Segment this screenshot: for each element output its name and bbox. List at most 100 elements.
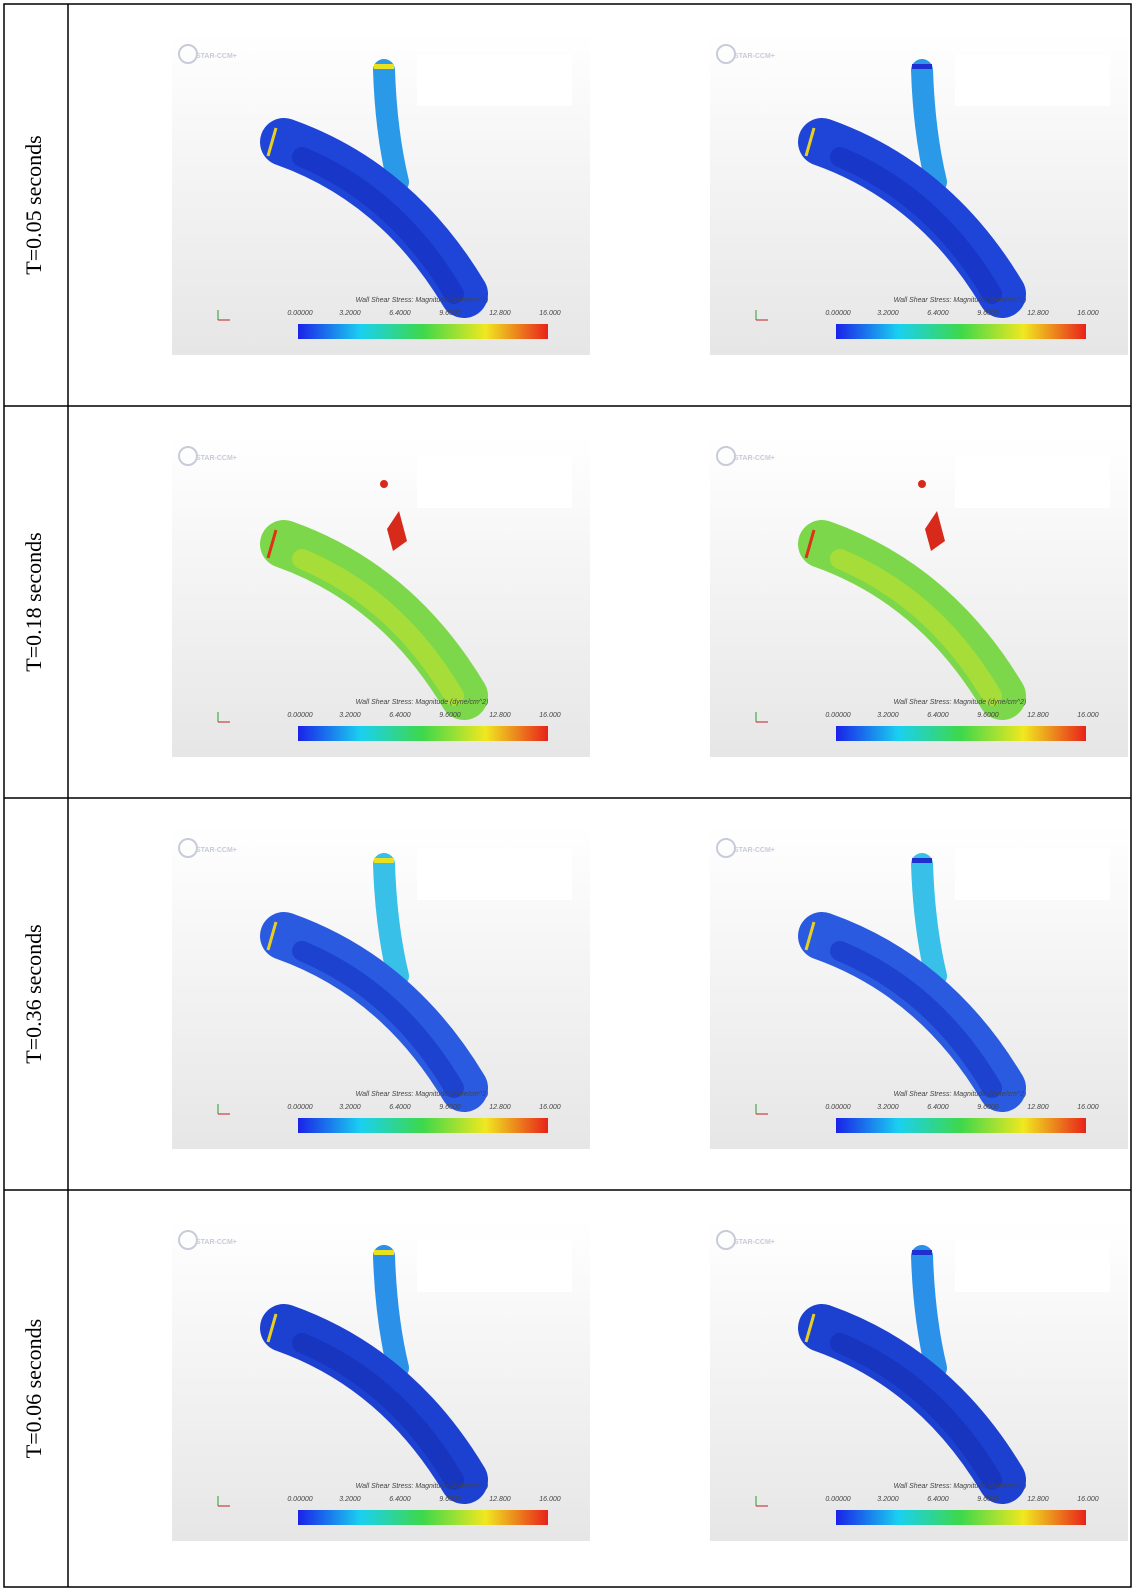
colorbar-title: Wall Shear Stress: Magnitude (dyne/cm^2)	[894, 1483, 1027, 1490]
colorbar-tick: 12.800	[1027, 712, 1049, 719]
simulation-image: STAR-CCM+ Wall Shear Stress: Magnitude (d…	[172, 1218, 590, 1541]
branch-tip	[912, 64, 932, 69]
colorbar-title: Wall Shear Stress: Magnitude (dyne/cm^2)	[894, 699, 1027, 706]
colorbar-tick: 6.4000	[389, 310, 411, 317]
branch-tip	[912, 1250, 932, 1255]
colorbar-tick: 16.000	[1077, 1104, 1099, 1111]
colorbar-tick: 3.2000	[339, 310, 361, 317]
colorbar-tick: 9.6000	[439, 1104, 461, 1111]
colorbar-tick: 12.800	[489, 712, 511, 719]
colorbar	[836, 726, 1086, 741]
blank-box	[955, 456, 1110, 508]
row-label: T=0.18 seconds	[21, 532, 46, 672]
row-label: T=0.05 seconds	[21, 135, 46, 275]
colorbar-tick: 3.2000	[877, 1496, 899, 1503]
logo-text: STAR-CCM+	[196, 847, 237, 854]
colorbar-title: Wall Shear Stress: Magnitude (dyne/cm^2)	[894, 297, 1027, 304]
blank-box	[417, 1240, 572, 1292]
colorbar-tick: 0.00000	[287, 1496, 312, 1503]
colorbar-tick: 12.800	[1027, 1104, 1049, 1111]
colorbar-tick: 0.00000	[825, 1496, 850, 1503]
colorbar-tick: 9.6000	[977, 712, 999, 719]
simulation-image: STAR-CCM+ Wall Shear Stress: Magnitude (d…	[172, 32, 590, 355]
colorbar-tick: 12.800	[489, 310, 511, 317]
colorbar-tick: 9.6000	[977, 1104, 999, 1111]
colorbar-tick: 6.4000	[927, 310, 949, 317]
row-label: T=0.36 seconds	[21, 924, 46, 1064]
colorbar-tick: 16.000	[539, 1104, 561, 1111]
colorbar-tick: 9.6000	[977, 310, 999, 317]
blank-box	[955, 1240, 1110, 1292]
blank-box	[417, 848, 572, 900]
colorbar-title: Wall Shear Stress: Magnitude (dyne/cm^2)	[356, 1091, 489, 1098]
colorbar-title: Wall Shear Stress: Magnitude (dyne/cm^2)	[356, 1483, 489, 1490]
colorbar	[298, 324, 548, 339]
blank-box	[417, 54, 572, 106]
branch-tip	[374, 858, 394, 863]
colorbar-tick: 6.4000	[389, 712, 411, 719]
colorbar-tick: 16.000	[1077, 310, 1099, 317]
colorbar-tick: 9.6000	[439, 310, 461, 317]
colorbar-tick: 12.800	[1027, 1496, 1049, 1503]
colorbar-tick: 0.00000	[825, 712, 850, 719]
colorbar	[298, 1118, 548, 1133]
branch-tip	[912, 858, 932, 863]
colorbar-tick: 0.00000	[825, 310, 850, 317]
simulation-image: STAR-CCM+ Wall Shear Stress: Magnitude (d…	[172, 434, 590, 757]
colorbar-tick: 9.6000	[977, 1496, 999, 1503]
colorbar-tick: 16.000	[539, 1496, 561, 1503]
colorbar-tick: 12.800	[1027, 310, 1049, 317]
logo-text: STAR-CCM+	[734, 455, 775, 462]
branch-tip	[374, 64, 394, 69]
colorbar-title: Wall Shear Stress: Magnitude (dyne/cm^2)	[356, 297, 489, 304]
colorbar-tick: 16.000	[1077, 712, 1099, 719]
simulation-image: STAR-CCM+ Wall Shear Stress: Magnitude (d…	[710, 32, 1128, 355]
colorbar-tick: 6.4000	[927, 712, 949, 719]
colorbar-tick: 6.4000	[389, 1104, 411, 1111]
colorbar-tick: 0.00000	[825, 1104, 850, 1111]
colorbar-title: Wall Shear Stress: Magnitude (dyne/cm^2)	[894, 1091, 1027, 1098]
colorbar	[298, 726, 548, 741]
colorbar-tick: 16.000	[539, 712, 561, 719]
colorbar	[298, 1510, 548, 1525]
colorbar-tick: 9.6000	[439, 712, 461, 719]
colorbar-tick: 6.4000	[927, 1104, 949, 1111]
blank-box	[417, 456, 572, 508]
colorbar-title: Wall Shear Stress: Magnitude (dyne/cm^2)	[356, 699, 489, 706]
colorbar-tick: 12.800	[489, 1496, 511, 1503]
logo-text: STAR-CCM+	[196, 53, 237, 60]
simulation-image: STAR-CCM+ Wall Shear Stress: Magnitude (d…	[710, 434, 1128, 757]
colorbar-tick: 0.00000	[287, 712, 312, 719]
logo-text: STAR-CCM+	[734, 1239, 775, 1246]
colorbar-tick: 16.000	[1077, 1496, 1099, 1503]
blank-box	[955, 848, 1110, 900]
colorbar-tick: 3.2000	[339, 1496, 361, 1503]
table-figure: T=0.05 seconds STAR-CCM+ Wall Shear Stress…	[0, 0, 1135, 1591]
colorbar-tick: 3.2000	[877, 712, 899, 719]
colorbar-tick: 0.00000	[287, 1104, 312, 1111]
colorbar	[836, 1510, 1086, 1525]
branch-tip	[374, 1250, 394, 1255]
vessel-fragment	[918, 480, 926, 488]
blank-box	[955, 54, 1110, 106]
colorbar-tick: 6.4000	[389, 1496, 411, 1503]
colorbar-tick: 3.2000	[877, 310, 899, 317]
simulation-image: STAR-CCM+ Wall Shear Stress: Magnitude (d…	[710, 826, 1128, 1149]
colorbar	[836, 1118, 1086, 1133]
logo-text: STAR-CCM+	[734, 847, 775, 854]
colorbar	[836, 324, 1086, 339]
colorbar-tick: 12.800	[489, 1104, 511, 1111]
simulation-image: STAR-CCM+ Wall Shear Stress: Magnitude (d…	[710, 1218, 1128, 1541]
logo-text: STAR-CCM+	[196, 455, 237, 462]
logo-text: STAR-CCM+	[196, 1239, 237, 1246]
simulation-image: STAR-CCM+ Wall Shear Stress: Magnitude (d…	[172, 826, 590, 1149]
colorbar-tick: 6.4000	[927, 1496, 949, 1503]
colorbar-tick: 3.2000	[877, 1104, 899, 1111]
vessel-fragment	[380, 480, 388, 488]
logo-text: STAR-CCM+	[734, 53, 775, 60]
colorbar-tick: 3.2000	[339, 1104, 361, 1111]
colorbar-tick: 16.000	[539, 310, 561, 317]
row-label: T=0.06 seconds	[21, 1319, 46, 1459]
colorbar-tick: 9.6000	[439, 1496, 461, 1503]
colorbar-tick: 0.00000	[287, 310, 312, 317]
